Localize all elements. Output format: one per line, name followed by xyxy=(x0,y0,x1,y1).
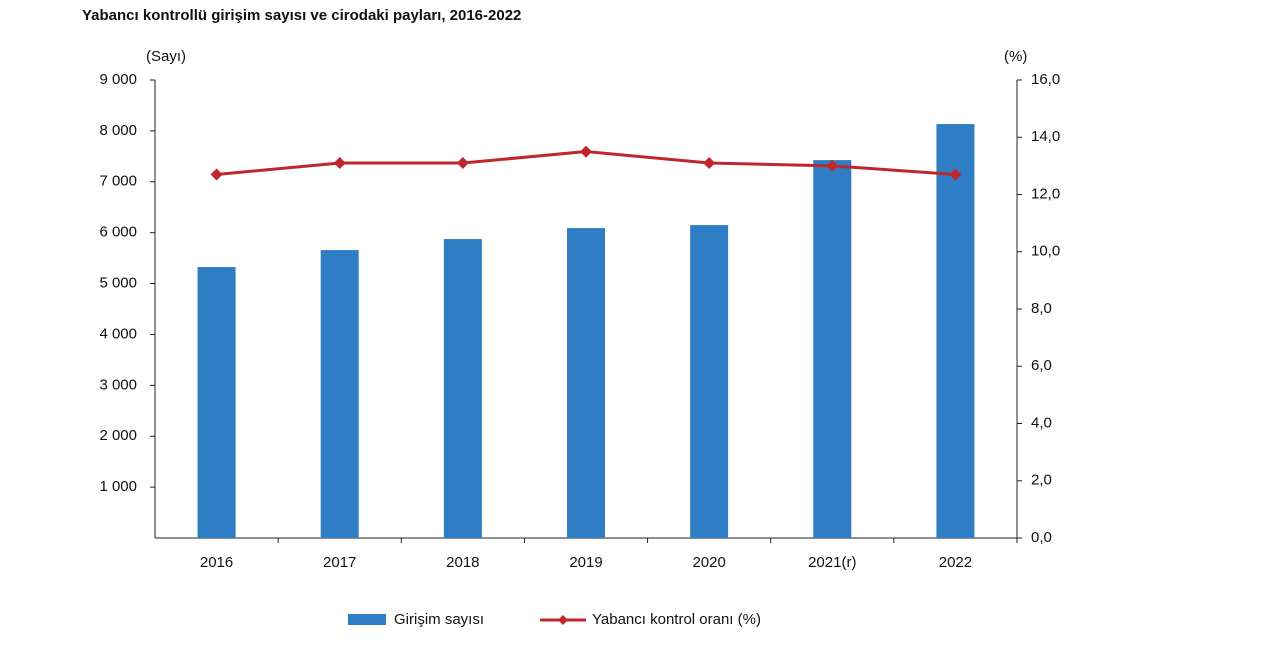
y2-tick-label: 8,0 xyxy=(1031,300,1052,317)
y2-tick-label: 6,0 xyxy=(1031,357,1052,374)
x-tick-label: 2016 xyxy=(200,554,233,571)
y-tick-label: 9 000 xyxy=(99,71,137,88)
marker xyxy=(703,157,716,170)
x-tick-label: 2017 xyxy=(323,554,356,571)
legend-label: Yabancı kontrol oranı (%) xyxy=(592,611,761,628)
x-tick-label: 2018 xyxy=(446,554,479,571)
y-tick-label: 3 000 xyxy=(99,376,137,393)
bar xyxy=(813,160,852,538)
y-tick-label: 1 000 xyxy=(99,478,137,495)
legend-swatch xyxy=(348,614,386,625)
chart-title: Yabancı kontrollü girişim sayısı ve ciro… xyxy=(82,7,521,24)
marker xyxy=(210,168,223,181)
y-tick-label: 8 000 xyxy=(99,122,137,139)
marker xyxy=(333,157,346,170)
y2-tick-label: 16,0 xyxy=(1031,71,1060,88)
y2-tick-label: 0,0 xyxy=(1031,529,1052,546)
bar xyxy=(936,124,975,539)
y2-tick-label: 14,0 xyxy=(1031,128,1060,145)
x-tick-label: 2019 xyxy=(569,554,602,571)
y-tick-label: 2 000 xyxy=(99,427,137,444)
y-tick-label: 7 000 xyxy=(99,173,137,190)
marker xyxy=(580,145,592,158)
x-tick-label: 2022 xyxy=(939,554,972,571)
bar xyxy=(690,225,729,538)
y-axis-label: (Sayı) xyxy=(146,48,186,65)
x-tick-label: 2021(r) xyxy=(808,554,856,571)
bar xyxy=(567,228,605,538)
y2-tick-label: 12,0 xyxy=(1031,185,1060,202)
y2-tick-label: 2,0 xyxy=(1031,472,1052,489)
legend-label: Girişim sayısı xyxy=(394,611,484,628)
y2-tick-label: 4,0 xyxy=(1031,414,1052,431)
y2-tick-label: 10,0 xyxy=(1031,243,1060,260)
bar xyxy=(197,267,236,538)
marker xyxy=(456,157,469,170)
marker xyxy=(826,159,839,172)
bar xyxy=(320,250,359,538)
bar xyxy=(443,239,482,538)
y-tick-label: 4 000 xyxy=(99,325,137,342)
y-tick-label: 5 000 xyxy=(99,275,137,292)
y-tick-label: 6 000 xyxy=(99,224,137,241)
y2-axis-label: (%) xyxy=(1004,48,1027,65)
legend-marker xyxy=(558,615,568,625)
x-tick-label: 2020 xyxy=(692,554,725,571)
marker xyxy=(949,168,962,181)
